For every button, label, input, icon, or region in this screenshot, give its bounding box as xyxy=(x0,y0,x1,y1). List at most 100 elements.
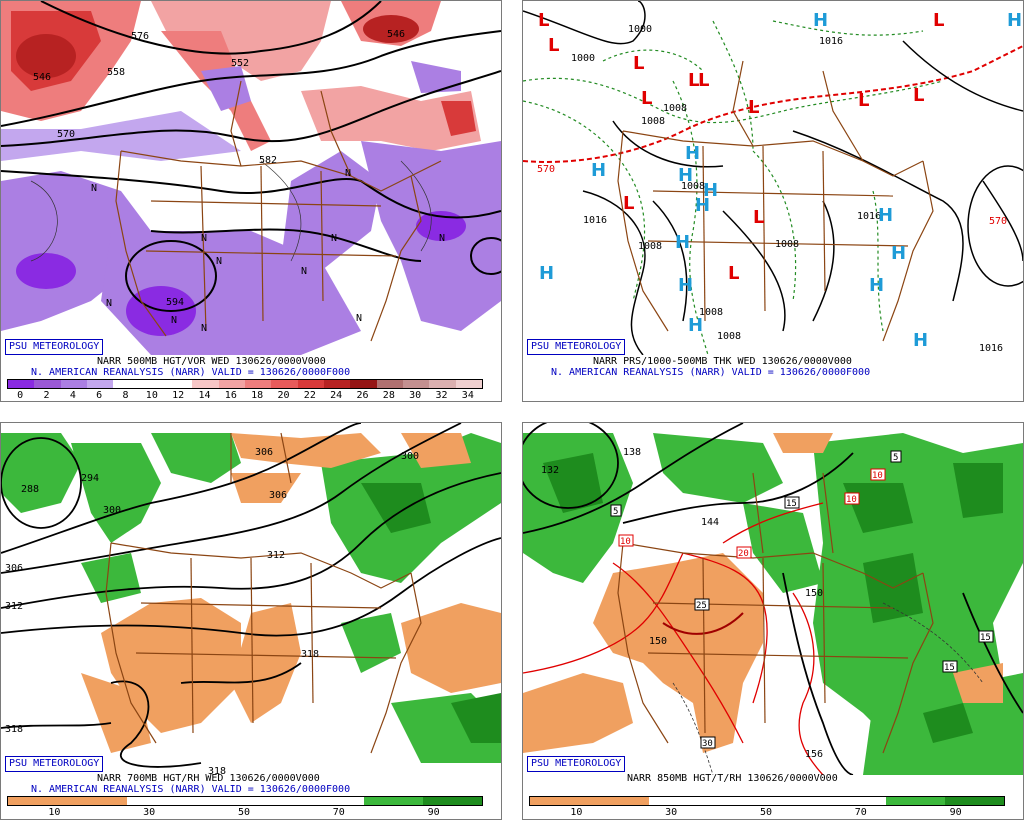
height-label: 312 xyxy=(5,601,23,612)
colorbar-tick-label: 10 xyxy=(145,390,158,401)
colorbar-tick-label: 90 xyxy=(427,807,440,818)
height-label: 306 xyxy=(5,563,23,574)
colorbar-swatch xyxy=(60,380,87,388)
colorbar-swatch xyxy=(297,380,324,388)
colorbar-tick-label: 18 xyxy=(251,390,264,401)
vorticity-min-marker: N xyxy=(106,298,112,309)
contour-label: 576 xyxy=(131,31,149,42)
rh-colorbar xyxy=(529,796,1005,806)
colorbar-tick-label: 10 xyxy=(570,807,583,818)
isobar-label: 1008 xyxy=(717,331,741,342)
colorbar-swatch xyxy=(271,380,298,388)
colorbar-swatch xyxy=(944,797,1004,805)
low-pressure-marker: L xyxy=(698,70,709,91)
low-pressure-marker: L xyxy=(748,97,759,118)
vorticity-map xyxy=(1,1,501,355)
high-pressure-marker: H xyxy=(695,195,710,216)
vorticity-min-marker: N xyxy=(345,168,351,179)
vorticity-min-marker: N xyxy=(201,323,207,334)
colorbar-tick-label: 24 xyxy=(330,390,343,401)
vorticity-min-marker: N xyxy=(439,233,445,244)
height-label: 300 xyxy=(103,505,121,516)
mslp-thickness-map xyxy=(523,1,1023,355)
t850-labels: 132 138 144 150 150 156 10 10 20 25 30 1… xyxy=(541,447,994,760)
vorticity-min-marker: N xyxy=(356,313,362,324)
height-label: 132 xyxy=(541,465,559,476)
colorbar-tick-label: 70 xyxy=(332,807,345,818)
vorticity-min-marker: N xyxy=(216,256,222,267)
rh-colorbar-ticks: 10 30 50 70 90 xyxy=(7,807,481,819)
panel-mslp-thickness: 1000 1000 1016 1008 1008 1008 1016 1016 … xyxy=(522,0,1024,402)
height-label: 150 xyxy=(649,636,667,647)
colorbar-tick-label: 50 xyxy=(237,807,251,818)
high-pressure-marker: H xyxy=(678,275,693,296)
vorticity-min-marker: N xyxy=(301,266,307,277)
colorbar-swatch xyxy=(455,380,482,388)
colorbar-swatch xyxy=(402,380,430,388)
low-pressure-marker: L xyxy=(548,35,559,56)
rh700-map xyxy=(1,423,501,775)
height-label: 294 xyxy=(81,473,99,484)
colorbar-tick-label: 50 xyxy=(759,807,773,818)
colorbar-swatch xyxy=(139,380,166,388)
high-pressure-marker: H xyxy=(685,143,700,164)
colorbar-swatch xyxy=(767,797,827,805)
colorbar-tick-label: 90 xyxy=(949,807,962,818)
low-pressure-marker: L xyxy=(688,70,699,91)
rh-colorbar-ticks: 10 30 50 70 90 xyxy=(529,807,1003,819)
map-caption-line1: NARR PRS/1000-500MB THK WED 130626/0000V… xyxy=(593,356,852,367)
colorbar-tick-label: 0 xyxy=(17,390,24,401)
thickness-label: 570 xyxy=(537,164,555,175)
vorticity-colorbar xyxy=(7,379,483,389)
map-caption-line1: NARR 500MB HGT/VOR WED 130626/0000V000 xyxy=(97,356,326,367)
contour-label: 582 xyxy=(259,155,277,166)
height-label: 300 xyxy=(401,451,419,462)
colorbar-swatch xyxy=(8,380,35,388)
colorbar-swatch xyxy=(429,380,456,388)
temp-label: 20 xyxy=(738,549,749,559)
colorbar-swatch xyxy=(323,380,351,388)
colorbar-swatch xyxy=(648,797,708,805)
high-pressure-marker: H xyxy=(688,315,703,336)
colorbar-swatch xyxy=(244,380,272,388)
colorbar-tick-label: 34 xyxy=(461,390,474,401)
isobar-label: 1008 xyxy=(681,181,705,192)
vorticity-min-marker: N xyxy=(171,315,177,326)
map-caption-line2: N. AMERICAN REANALYSIS (NARR) VALID = 13… xyxy=(31,784,351,795)
height-label: 156 xyxy=(805,749,823,760)
panel-700mb-rh: 288 294 300 306 306 300 312 306 312 318 … xyxy=(0,422,502,820)
high-pressure-marker: H xyxy=(703,180,718,201)
contour-label: 552 xyxy=(231,58,249,69)
height-label: 312 xyxy=(267,550,285,561)
temp-label: 10 xyxy=(620,537,631,547)
temp-label: 25 xyxy=(696,601,707,611)
colorbar-swatch xyxy=(304,797,364,805)
low-pressure-marker: L xyxy=(633,53,644,74)
height-label: 288 xyxy=(21,484,39,495)
psu-meteorology-badge: PSU METEOROLOGY xyxy=(527,339,626,355)
colorbar-tick-label: 14 xyxy=(198,390,211,401)
panel-850mb-temp: 132 138 144 150 150 156 10 10 20 25 30 1… xyxy=(522,422,1024,820)
temp-label: 5 xyxy=(893,453,898,463)
colorbar-swatch xyxy=(885,797,945,805)
vorticity-min-marker: N xyxy=(201,233,207,244)
colorbar-swatch xyxy=(376,380,403,388)
temp-label: 15 xyxy=(786,499,797,509)
isobar-label: 1016 xyxy=(857,211,881,222)
low-pressure-marker: L xyxy=(623,193,634,214)
colorbar-swatch xyxy=(589,797,649,805)
low-pressure-marker: L xyxy=(728,263,739,284)
isobar-label: 1008 xyxy=(699,307,723,318)
temp-label: 10 xyxy=(872,471,883,481)
map-caption-line2: N. AMERICAN REANALYSIS (NARR) VALID = 13… xyxy=(551,367,871,378)
height-label: 318 xyxy=(5,724,23,735)
isobar-label: 1000 xyxy=(571,53,595,64)
colorbar-swatch xyxy=(126,797,186,805)
mslp-labels: 1000 1000 1016 1008 1008 1008 1016 1016 … xyxy=(537,10,1022,354)
height-label: 318 xyxy=(301,649,319,660)
colorbar-tick-label: 30 xyxy=(665,807,678,818)
colorbar-swatch xyxy=(707,797,767,805)
height-label: 318 xyxy=(208,766,226,775)
high-pressure-marker: H xyxy=(591,160,606,181)
psu-meteorology-badge: PSU METEOROLOGY xyxy=(527,756,626,772)
